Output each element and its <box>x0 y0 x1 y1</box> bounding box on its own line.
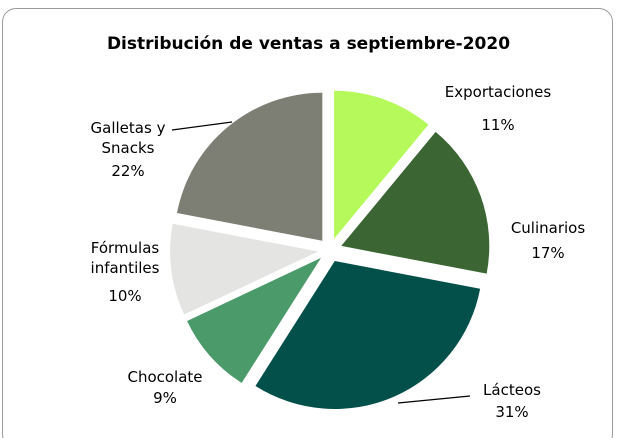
value-label: 9% <box>153 389 177 407</box>
value-label: 17% <box>531 244 565 262</box>
pie-slice <box>255 261 481 410</box>
chart-title: Distribución de ventas a septiembre-2020 <box>106 34 511 54</box>
slice-label: Lácteos <box>483 381 541 399</box>
pie-slice <box>341 131 490 274</box>
slice-label: Culinarios <box>510 219 586 237</box>
leader-line <box>397 395 471 404</box>
pie-slice <box>170 223 319 315</box>
slice-label: Chocolate <box>127 368 203 386</box>
pie-slice <box>176 92 323 241</box>
slice-label: Fórmulas infantiles <box>90 239 160 277</box>
slice-label: Galletas y Snacks <box>90 119 166 157</box>
pie-slice <box>334 90 429 239</box>
value-label: 31% <box>495 403 529 421</box>
pie-slice <box>187 257 321 383</box>
value-label: 11% <box>481 116 515 134</box>
chart-frame <box>2 8 613 438</box>
value-label: 10% <box>108 287 142 305</box>
slice-label: Exportaciones <box>444 83 552 101</box>
value-label: 22% <box>111 162 145 180</box>
leader-line <box>171 121 233 131</box>
